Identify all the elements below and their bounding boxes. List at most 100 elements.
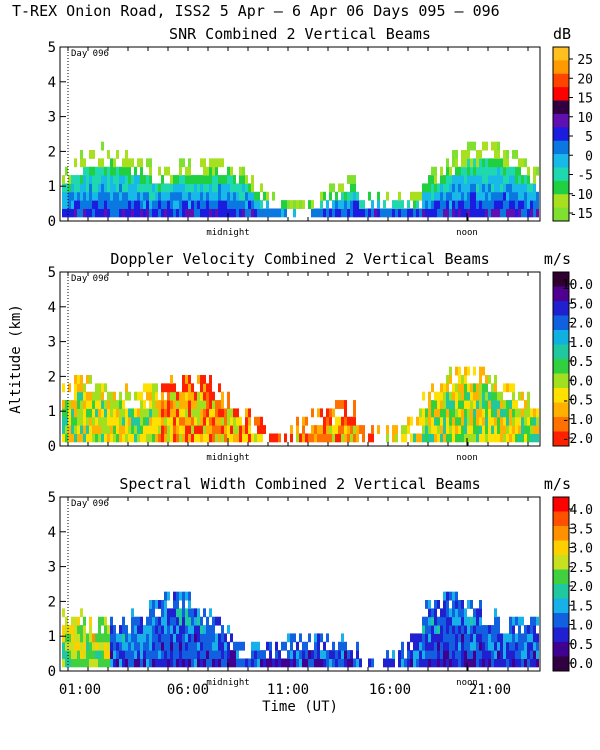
data-cell <box>206 616 209 626</box>
colorbar-label: 3.5 <box>570 522 593 537</box>
data-cell <box>149 383 152 393</box>
data-cell <box>461 191 464 201</box>
data-cell <box>182 616 185 626</box>
data-cell <box>497 416 500 426</box>
data-cell <box>221 183 224 193</box>
data-cell <box>167 191 170 201</box>
data-cell <box>488 425 491 434</box>
data-cell <box>74 158 77 168</box>
data-cell <box>182 408 185 418</box>
data-cell <box>443 433 446 443</box>
data-cell <box>170 383 173 393</box>
data-cell <box>185 175 188 184</box>
data-cell <box>491 166 494 176</box>
data-cell <box>191 191 194 201</box>
data-cell <box>410 633 413 643</box>
data-cell <box>152 383 155 393</box>
data-cell <box>527 625 530 634</box>
data-cell <box>479 375 482 384</box>
data-cell <box>212 175 215 184</box>
data-cell <box>101 200 104 209</box>
data-cell <box>464 641 467 651</box>
marker-label: noon <box>456 228 478 238</box>
data-cell <box>332 408 335 418</box>
data-cell <box>194 641 197 651</box>
data-cell <box>110 166 113 176</box>
data-cell <box>260 658 263 668</box>
data-cell <box>257 208 260 218</box>
data-cell <box>326 208 329 218</box>
data-cell <box>296 650 299 659</box>
data-cell <box>173 200 176 209</box>
data-cell <box>455 391 458 401</box>
data-cell <box>470 633 473 643</box>
data-cell <box>170 175 173 184</box>
data-cell <box>143 408 146 418</box>
data-cell <box>191 425 194 434</box>
data-cell <box>167 658 170 668</box>
data-cell <box>497 625 500 634</box>
data-cell <box>239 191 242 201</box>
data-cell <box>506 383 509 393</box>
data-cell <box>119 433 122 443</box>
data-cell <box>215 408 218 418</box>
data-cell <box>86 175 89 184</box>
data-cell <box>278 658 281 668</box>
data-cell <box>128 633 131 643</box>
data-cell <box>476 175 479 184</box>
data-cell <box>437 433 440 443</box>
data-cell <box>122 400 125 409</box>
data-cell <box>425 425 428 434</box>
data-cell <box>149 158 152 168</box>
data-cell <box>461 600 464 609</box>
data-cell <box>503 400 506 409</box>
data-cell <box>65 200 68 209</box>
data-cell <box>167 400 170 409</box>
data-cell <box>77 383 80 393</box>
data-cell <box>119 191 122 201</box>
data-cell <box>455 633 458 643</box>
data-cell <box>161 433 164 443</box>
data-cell <box>428 175 431 184</box>
data-cell <box>536 425 539 434</box>
data-cell <box>128 191 131 201</box>
data-cell <box>245 416 248 426</box>
data-cell <box>191 391 194 401</box>
data-cell <box>392 200 395 209</box>
data-cell <box>536 641 539 651</box>
colorbar-label: -5 <box>577 169 593 184</box>
data-cell <box>62 650 65 659</box>
data-cell <box>392 433 395 443</box>
data-cell <box>461 383 464 393</box>
data-cell <box>452 200 455 209</box>
data-cell <box>215 650 218 659</box>
data-cell <box>71 200 74 209</box>
colorbar-swatch <box>553 315 569 331</box>
data-cell <box>377 208 380 218</box>
data-cell <box>239 200 242 209</box>
data-cell <box>476 400 479 409</box>
data-cell <box>110 433 113 443</box>
data-cell <box>158 191 161 201</box>
data-cell <box>500 191 503 201</box>
data-cell <box>188 183 191 193</box>
data-cell <box>209 608 212 618</box>
data-cell <box>137 641 140 651</box>
data-cell <box>233 183 236 193</box>
data-cell <box>461 625 464 634</box>
data-cell <box>524 175 527 184</box>
data-cell <box>161 416 164 426</box>
data-cell <box>467 158 470 168</box>
data-cell <box>509 383 512 393</box>
data-cell <box>206 191 209 201</box>
data-cell <box>101 166 104 176</box>
data-cell <box>470 183 473 193</box>
data-cell <box>323 650 326 659</box>
data-cell <box>233 641 236 651</box>
figure-title: T-REX Onion Road, ISS2 5 Apr – 6 Apr 06 … <box>12 2 500 20</box>
data-cell <box>140 175 143 184</box>
data-cell <box>479 416 482 426</box>
data-cell <box>101 416 104 426</box>
data-cell <box>512 658 515 668</box>
data-cell <box>491 633 494 643</box>
